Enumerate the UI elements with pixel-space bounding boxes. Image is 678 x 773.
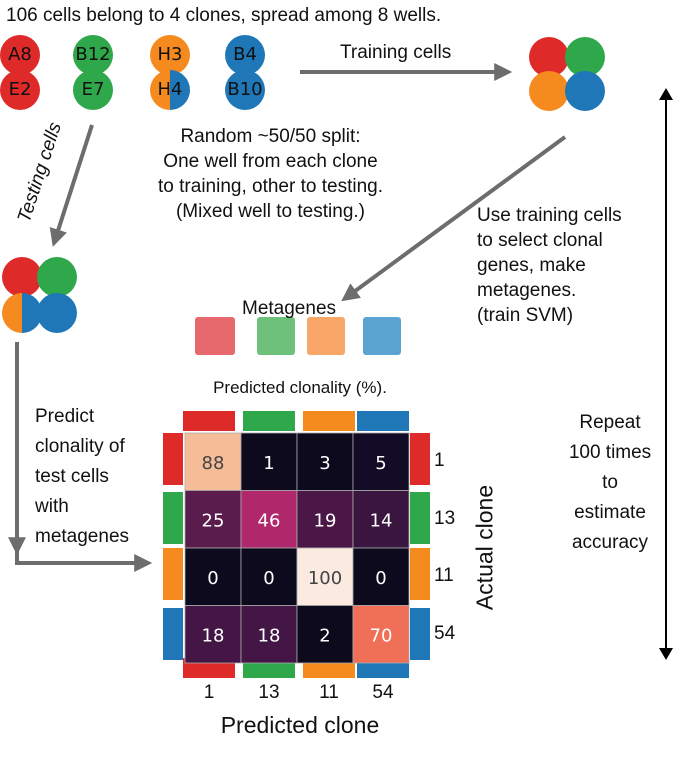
well-label-H4: H4 — [157, 79, 183, 100]
heatmap-cell — [296, 605, 354, 664]
heatmap-value: 19 — [314, 510, 337, 531]
y-axis-label: Actual clone — [471, 484, 498, 611]
heatmap-value: 25 — [202, 510, 225, 531]
use-training-description: Use training cells to select clonal gene… — [477, 205, 622, 326]
well-B10 — [225, 70, 265, 110]
col-label-1: 1 — [203, 682, 215, 703]
well-H3 — [150, 35, 190, 75]
heatmap-value: 14 — [370, 510, 393, 531]
heatmap-cells: 88 1 3 5 25 46 19 14 0 0 100 0 18 18 2 70 — [184, 432, 410, 664]
testing-cells-cluster — [2, 257, 77, 333]
well-label-E2: E2 — [8, 79, 32, 100]
heatmap-value: 46 — [258, 510, 281, 531]
metagenes-label: Metagenes — [242, 298, 337, 319]
repeat-bottom-arrow — [659, 648, 673, 660]
well-label-H3: H3 — [157, 44, 183, 65]
heatmap-cell — [352, 432, 410, 491]
heatmap-value: 0 — [375, 568, 386, 589]
heatmap-value: 0 — [263, 568, 274, 589]
well-group-green — [73, 35, 113, 110]
heatmap-cell — [296, 432, 354, 491]
metagene-orange — [307, 317, 345, 355]
heatmap-cell — [240, 605, 298, 664]
repeat-description: Repeat 100 times to estimate accuracy — [568, 412, 652, 553]
well-label-E7: E7 — [81, 79, 105, 100]
metagene-red — [195, 317, 235, 355]
split-description: Random ~50/50 split: One well from each … — [158, 126, 383, 222]
col-label-11: 11 — [319, 682, 339, 703]
well-H4 — [150, 70, 190, 110]
heatmap-cell — [184, 432, 242, 491]
heatmap-value: 18 — [258, 625, 281, 646]
well-B4 — [225, 35, 265, 75]
heatmap-cell — [296, 547, 354, 606]
heatmap-value: 88 — [202, 453, 225, 474]
heatmap-value: 5 — [375, 453, 386, 474]
training-cells-cluster — [529, 37, 605, 111]
heatmap-row-color-bars — [163, 433, 430, 660]
repeat-top-arrow — [659, 88, 673, 100]
well-group-blue — [225, 35, 265, 110]
metagene-blue — [363, 317, 401, 355]
heatmap-title: Predicted clonality (%). — [213, 378, 387, 397]
well-E2 — [0, 70, 40, 110]
heatmap-value: 1 — [263, 453, 274, 474]
well-A8 — [0, 35, 40, 75]
heatmap-value: 2 — [319, 625, 330, 646]
heatmap-value: 18 — [202, 625, 225, 646]
row-label-11: 11 — [434, 565, 454, 586]
well-label-B12: B12 — [75, 44, 111, 65]
row-label-54: 54 — [434, 623, 456, 644]
heatmap-cell — [352, 605, 410, 664]
well-label-A8: A8 — [8, 44, 32, 65]
well-B12 — [73, 35, 113, 75]
heatmap-cell — [352, 547, 410, 606]
well-label-B4: B4 — [233, 44, 257, 65]
heatmap-value: 0 — [207, 568, 218, 589]
row-label-1: 1 — [434, 450, 445, 471]
metagene-green — [257, 317, 295, 355]
arrow-to-testing — [49, 124, 94, 247]
well-label-B10: B10 — [227, 79, 263, 100]
arrow-to-heatmap — [15, 342, 153, 572]
well-E7 — [73, 70, 113, 110]
heatmap-cell — [240, 432, 298, 491]
predict-description: Predict clonality of test cells with met… — [35, 406, 130, 547]
heatmap-value: 3 — [319, 453, 330, 474]
col-label-13: 13 — [258, 682, 280, 703]
page-title: 106 cells belong to 4 clones, spread amo… — [6, 5, 442, 26]
arrow-to-metagenes — [341, 135, 567, 302]
heatmap-value: 70 — [370, 625, 393, 646]
x-axis-label: Predicted clone — [220, 712, 380, 738]
row-label-13: 13 — [434, 508, 456, 529]
heatmap-cell — [296, 490, 354, 549]
heatmap-cell — [240, 547, 298, 606]
heatmap-cell — [184, 547, 242, 606]
training-cells-label: Training cells — [340, 42, 452, 63]
heatmap-cell — [184, 490, 242, 549]
heatmap-value: 100 — [308, 568, 342, 589]
col-label-54: 54 — [372, 682, 394, 703]
well-group-red — [0, 35, 40, 110]
heatmap-cell — [184, 605, 242, 664]
well-group-orange — [150, 35, 190, 110]
